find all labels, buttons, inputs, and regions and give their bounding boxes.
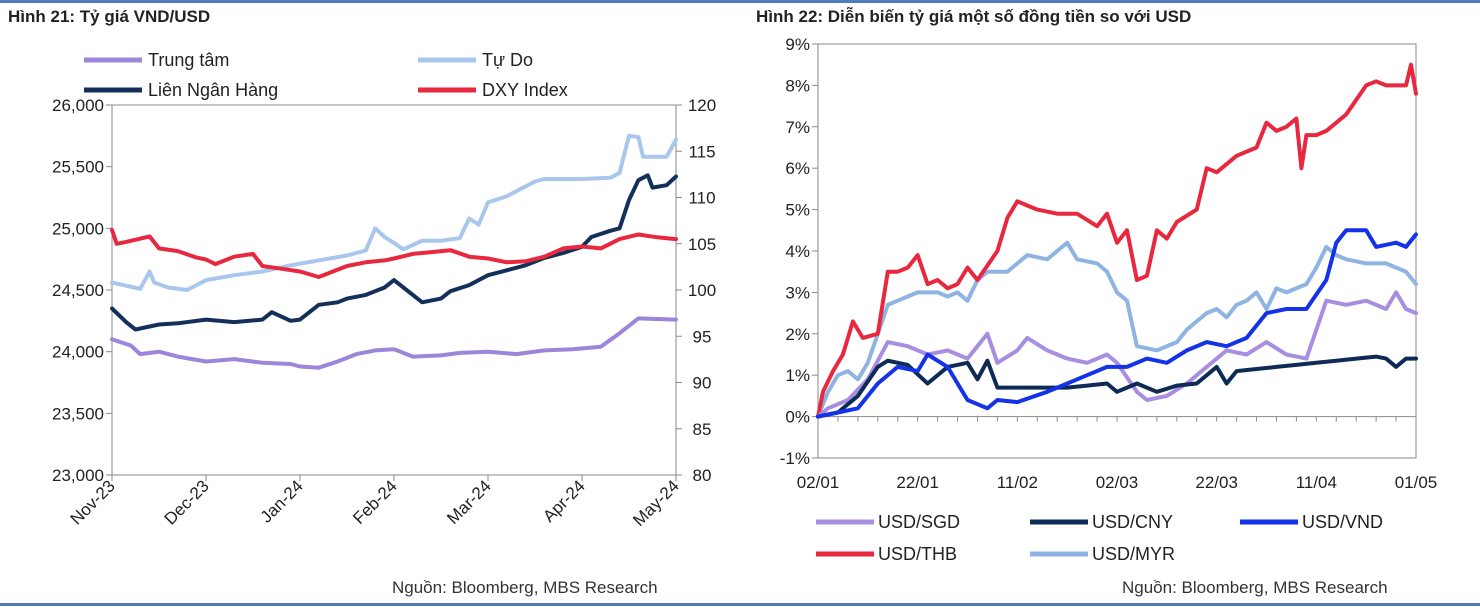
y-tick-label: 8% xyxy=(785,76,810,95)
y-left-tick-label: 25,000 xyxy=(52,219,104,238)
series-line-trung-tam xyxy=(110,316,678,370)
figure-21-title: Hình 21: Tỷ giá VND/USD xyxy=(8,7,211,26)
x-tick-label: 11/04 xyxy=(1296,473,1337,492)
y-tick-label: 9% xyxy=(785,35,810,54)
legend-label-usd-cny: USD/CNY xyxy=(1092,512,1173,532)
y-tick-label: 2% xyxy=(785,325,810,344)
legend-label-usd-myr: USD/MYR xyxy=(1092,544,1175,564)
x-tick-label: Feb-24 xyxy=(349,476,401,528)
y-right-tick-label: 120 xyxy=(688,96,716,115)
legend-label-usd-vnd: USD/VND xyxy=(1302,512,1383,532)
series-line-tu-do xyxy=(110,133,678,292)
y-left-tick-label: 24,000 xyxy=(52,343,104,362)
y-tick-label: -1% xyxy=(780,449,810,468)
series-line-usd-thb xyxy=(816,62,1418,419)
chart-vnd-usd: 23,000 23,500 24,000 24,500 25,000 25,500 26,0… xyxy=(52,50,716,530)
legend-label-usd-thb: USD/THB xyxy=(878,544,957,564)
y-right-tick-label: 95 xyxy=(693,327,712,346)
x-tick-label: Jan-24 xyxy=(257,476,307,526)
series-line-dxy-index xyxy=(110,227,678,279)
y-right-tick-label: 110 xyxy=(688,189,715,208)
x-tick-label: 02/01 xyxy=(797,473,840,492)
y-tick-label: 5% xyxy=(785,201,810,220)
y-left-tick-label: 24,500 xyxy=(52,281,104,300)
y-left-tick-label: 26,000 xyxy=(52,96,104,115)
legend-label-trung-tam: Trung tâm xyxy=(148,50,229,70)
y-tick-label: 1% xyxy=(785,366,810,385)
legend-label-tu-do: Tự Do xyxy=(482,50,533,70)
y-left-tick-label: 23,000 xyxy=(52,466,104,485)
y-right-tick-label: 80 xyxy=(693,466,712,485)
series-line-usd-sgd xyxy=(816,290,1418,419)
legend-label-dxy-index: DXY Index xyxy=(482,80,568,100)
x-tick-label: 02/03 xyxy=(1096,473,1139,492)
chart-currencies-vs-usd: -1% 0% 1% 2% 3% 4% 5% 6% 7% 8% 9% 02/01 22/01 11/02 02… xyxy=(780,35,1438,564)
series-line-lien-ngan-hang xyxy=(110,173,678,332)
x-tick-label: Dec-23 xyxy=(161,476,213,528)
series-line-usd-vnd xyxy=(816,228,1418,419)
series-line-usd-cny xyxy=(816,354,1418,419)
y-tick-label: 0% xyxy=(785,408,810,427)
x-tick-label: 22/01 xyxy=(896,473,939,492)
y-left-tick-label: 23,500 xyxy=(52,404,104,423)
y-right-tick-label: 105 xyxy=(688,235,716,254)
plot-area xyxy=(111,104,677,476)
figure-22-source: Nguồn: Bloomberg, MBS Research xyxy=(1122,578,1388,597)
legend-label-lien-ngan-hang: Liên Ngân Hàng xyxy=(148,80,278,100)
legend-label-usd-sgd: USD/SGD xyxy=(878,512,960,532)
x-tick-label: Mar-24 xyxy=(443,476,495,528)
figure-22-title: Hình 22: Diễn biến tỷ giá một số đồng ti… xyxy=(756,7,1192,26)
bottom-border xyxy=(0,603,1480,606)
x-tick-label: 01/05 xyxy=(1395,473,1438,492)
x-tick-label: 22/03 xyxy=(1195,473,1238,492)
x-tick-label: Apr-24 xyxy=(539,476,589,526)
top-border xyxy=(0,0,1480,3)
y-right-tick-label: 90 xyxy=(693,374,712,393)
x-tick-label: 11/02 xyxy=(997,473,1038,492)
x-tick-label: May-24 xyxy=(629,476,683,530)
y-tick-label: 6% xyxy=(785,159,810,178)
y-right-tick-label: 100 xyxy=(688,281,716,300)
y-right-tick-label: 115 xyxy=(688,142,715,161)
series-line-usd-myr xyxy=(816,240,1418,419)
figure-21-source: Nguồn: Bloomberg, MBS Research xyxy=(392,578,658,597)
y-tick-label: 4% xyxy=(785,242,810,261)
y-right-tick-label: 85 xyxy=(693,420,712,439)
y-tick-label: 3% xyxy=(785,283,810,302)
y-left-tick-label: 25,500 xyxy=(52,158,104,177)
y-tick-label: 7% xyxy=(785,118,810,137)
